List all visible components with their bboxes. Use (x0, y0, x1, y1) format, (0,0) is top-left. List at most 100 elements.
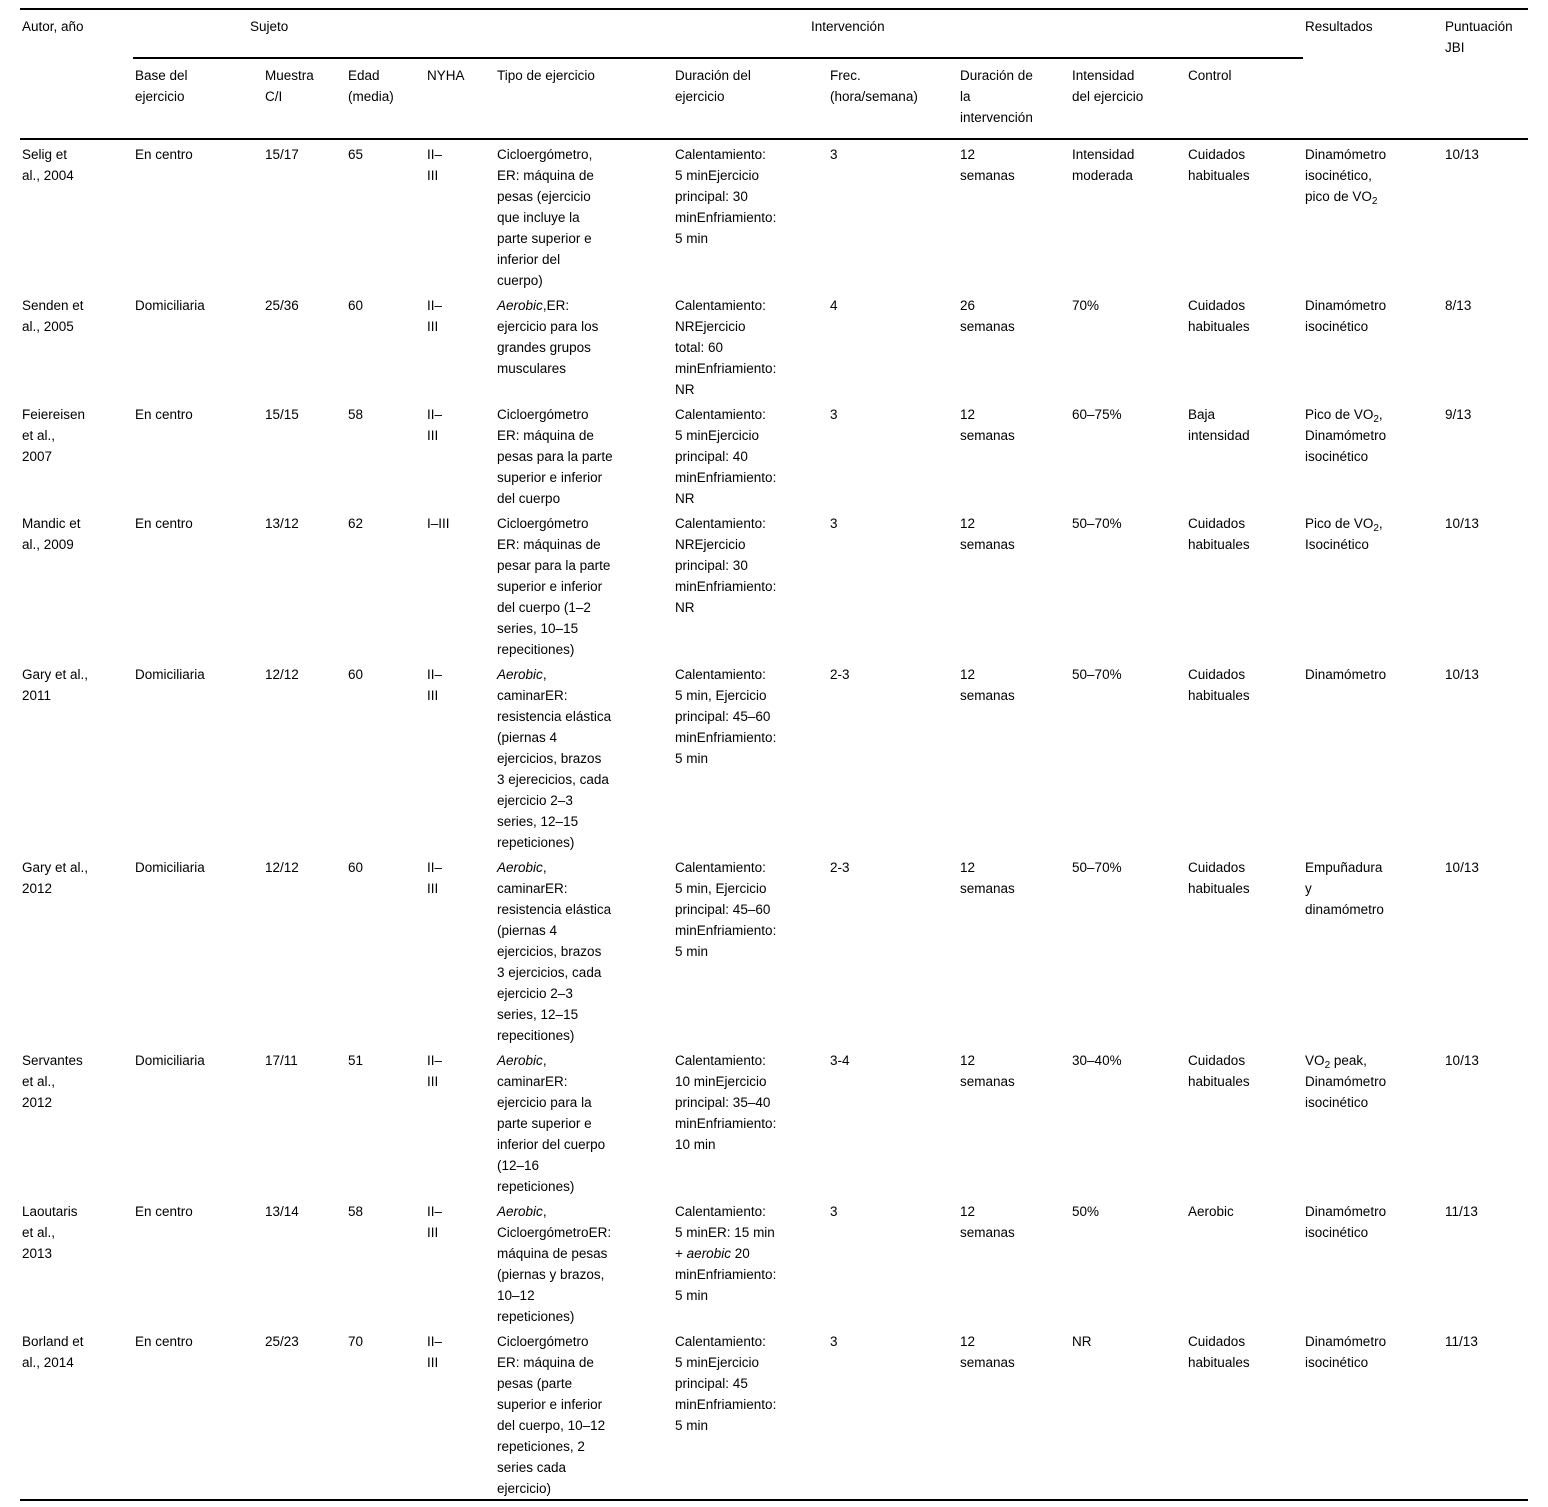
header-cell-puntuacion-jbi: Puntuación JBI (1443, 9, 1529, 140)
cell-frecuencia: 4 (830, 298, 838, 313)
header-cell-frecuencia: Frec. (hora/semana) (828, 58, 959, 140)
cell-intensidad: 30–40% (1072, 1053, 1122, 1068)
study-row: Laoutaris et al., 2013 En centro 13/14 5… (20, 1197, 1528, 1327)
cell-muestra: 12/12 (265, 667, 299, 682)
cell-tipo-ejercicio: Aerobic,ER: ejercicio para los grandes g… (497, 298, 599, 376)
cell-duracion-ejercicio: Calentamiento: 5 minEjercicio principal:… (675, 407, 777, 506)
cell-resultados: Pico de VO2, Dinamómetro isocinético (1305, 407, 1387, 464)
cell-edad: 70 (348, 1334, 364, 1349)
cell-puntuacion-jbi: 8/13 (1445, 298, 1472, 313)
study-row: Gary et al., 2012 Domiciliaria 12/12 60 … (20, 853, 1528, 1046)
cell-duracion-ejercicio: Calentamiento: 5 min, Ejercicio principa… (675, 860, 777, 959)
cell-tipo-ejercicio: Aerobic, caminarER: resistencia elástica… (497, 860, 612, 1043)
header-group-row: Autor, año Sujeto Intervención Resultado… (20, 9, 1529, 140)
cell-puntuacion-jbi: 10/13 (1445, 667, 1479, 682)
cell-puntuacion-jbi: 10/13 (1445, 516, 1479, 531)
cell-base-ejercicio: Domiciliaria (135, 860, 205, 875)
cell-intensidad: NR (1072, 1334, 1092, 1349)
cell-base-ejercicio: En centro (135, 1334, 193, 1349)
cell-tipo-ejercicio: Cicloergómetro ER: máquinas de pesar par… (497, 516, 611, 657)
cell-edad: 60 (348, 667, 364, 682)
cell-muestra: 25/23 (265, 1334, 299, 1349)
cell-edad: 51 (348, 1053, 364, 1068)
cell-edad: 58 (348, 407, 364, 422)
header-cell-nyha: NYHA (425, 58, 496, 140)
cell-nyha: II– III (427, 1334, 443, 1370)
cell-control: Aerobic (1188, 1204, 1234, 1219)
cell-resultados: Dinamómetro (1305, 667, 1387, 682)
cell-edad: 60 (348, 860, 364, 875)
cell-control: Cuidados habituales (1188, 1053, 1250, 1089)
cell-resultados: VO2 peak, Dinamómetro isocinético (1305, 1053, 1387, 1110)
cell-autor-ano: Laoutaris et al., 2013 (22, 1204, 78, 1261)
cell-puntuacion-jbi: 11/13 (1445, 1334, 1478, 1349)
cell-puntuacion-jbi: 9/13 (1445, 407, 1472, 422)
cell-base-ejercicio: En centro (135, 147, 193, 162)
cell-resultados: Dinamómetro isocinético (1305, 1204, 1387, 1240)
cell-control: Cuidados habituales (1188, 298, 1250, 334)
study-row: Selig et al., 2004 En centro 15/17 65 II… (20, 139, 1528, 291)
cell-duracion-ejercicio: Calentamiento: NREjercicio principal: 30… (675, 516, 777, 615)
cell-duracion-intervencion: 12 semanas (960, 1053, 1015, 1089)
cell-edad: 62 (348, 516, 364, 531)
cell-intensidad: 50% (1072, 1204, 1100, 1219)
cell-autor-ano: Servantes et al., 2012 (22, 1053, 83, 1110)
header-cell-resultados: Resultados (1303, 9, 1444, 140)
cell-duracion-intervencion: 12 semanas (960, 516, 1015, 552)
header-sub-row: Base del ejercicio Muestra C/I Edad (med… (20, 58, 1528, 140)
cell-duracion-ejercicio: Calentamiento: 5 minER: 15 min + aerobic… (675, 1204, 777, 1303)
cell-duracion-ejercicio: Calentamiento: 5 minEjercicio principal:… (675, 1334, 777, 1433)
cell-tipo-ejercicio: Aerobic, caminarER: resistencia elástica… (497, 667, 612, 850)
cell-muestra: 15/15 (265, 407, 299, 422)
cell-duracion-ejercicio: Calentamiento: 5 minEjercicio principal:… (675, 147, 777, 246)
cell-frecuencia: 3 (830, 1204, 838, 1219)
cell-nyha: II– III (427, 1053, 443, 1089)
cell-duracion-intervencion: 12 semanas (960, 860, 1015, 896)
cell-autor-ano: Feiereisen et al., 2007 (22, 407, 86, 464)
cell-intensidad: 50–70% (1072, 860, 1122, 875)
study-row: Senden et al., 2005 Domiciliaria 25/36 6… (20, 291, 1528, 400)
header-cell-autor-ano: Autor, año (20, 9, 133, 140)
cell-duracion-intervencion: 12 semanas (960, 1204, 1015, 1240)
cell-muestra: 13/12 (265, 516, 299, 531)
cell-autor-ano: Senden et al., 2005 (22, 298, 84, 334)
cell-duracion-ejercicio: Calentamiento: 5 min, Ejercicio principa… (675, 667, 777, 766)
cell-duracion-intervencion: 12 semanas (960, 1334, 1015, 1370)
cell-nyha: I–III (427, 516, 450, 531)
cell-frecuencia: 3 (830, 1334, 838, 1349)
header-group-sujeto: Sujeto (133, 9, 496, 59)
cell-tipo-ejercicio: Cicloergómetro ER: máquina de pesas para… (497, 407, 613, 506)
study-row: Servantes et al., 2012 Domiciliaria 17/1… (20, 1046, 1528, 1197)
cell-duracion-ejercicio: Calentamiento: 10 minEjercicio principal… (675, 1053, 777, 1152)
cell-puntuacion-jbi: 10/13 (1445, 147, 1479, 162)
cell-nyha: II– III (427, 298, 443, 334)
included-studies-table: Autor, año Sujeto Intervención Resultado… (20, 8, 1529, 1501)
cell-resultados: Empuñadura y dinamómetro (1305, 860, 1384, 917)
cell-nyha: II– III (427, 147, 443, 183)
header-cell-tipo-ejercicio: Tipo de ejercicio (495, 58, 674, 140)
cell-base-ejercicio: Domiciliaria (135, 667, 205, 682)
study-row: Feiereisen et al., 2007 En centro 15/15 … (20, 400, 1528, 509)
cell-muestra: 17/11 (265, 1053, 298, 1068)
cell-muestra: 25/36 (265, 298, 299, 313)
cell-autor-ano: Gary et al., 2011 (22, 667, 89, 703)
study-row: Borland et al., 2014 En centro 25/23 70 … (20, 1327, 1528, 1500)
cell-puntuacion-jbi: 10/13 (1445, 1053, 1479, 1068)
cell-nyha: II– III (427, 667, 443, 703)
cell-puntuacion-jbi: 11/13 (1445, 1204, 1478, 1219)
cell-base-ejercicio: En centro (135, 407, 193, 422)
cell-duracion-intervencion: 26 semanas (960, 298, 1015, 334)
cell-frecuencia: 2-3 (830, 860, 850, 875)
cell-intensidad: 70% (1072, 298, 1100, 313)
cell-resultados: Dinamómetro isocinético, pico de VO2 (1305, 147, 1387, 207)
cell-frecuencia: 3 (830, 516, 838, 531)
cell-control: Cuidados habituales (1188, 147, 1250, 183)
header-cell-control: Control (1186, 58, 1304, 140)
cell-nyha: II– III (427, 407, 443, 443)
cell-duracion-intervencion: 12 semanas (960, 667, 1015, 703)
cell-duracion-ejercicio: Calentamiento: NREjercicio total: 60 min… (675, 298, 777, 397)
header-cell-muestra: Muestra C/I (263, 58, 346, 140)
cell-resultados: Dinamómetro isocinético (1305, 1334, 1387, 1370)
cell-control: Cuidados habituales (1188, 667, 1250, 703)
